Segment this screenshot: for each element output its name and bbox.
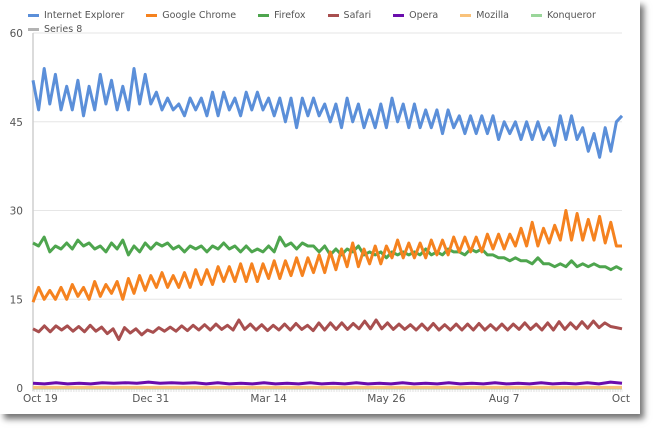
series-line-opera — [32, 380, 623, 386]
legend-item[interactable]: Firefox — [258, 9, 306, 23]
legend-item[interactable]: Konqueror — [530, 9, 596, 23]
legend-label: Safari — [343, 10, 372, 21]
legend-swatch — [460, 14, 472, 17]
x-tick-label: Mar 14 — [250, 393, 287, 405]
x-tick-label: Dec 31 — [132, 393, 169, 405]
x-tick-label: May 26 — [367, 393, 406, 405]
legend-swatch — [258, 14, 270, 17]
x-tick-label: Aug 7 — [489, 393, 520, 405]
legend-item[interactable]: Google Chrome — [146, 9, 236, 23]
chart-card — [0, 0, 640, 414]
legend-swatch — [327, 14, 339, 17]
legend-label: Opera — [409, 10, 439, 21]
legend-label: Firefox — [274, 10, 306, 21]
legend-label: Series 8 — [44, 24, 83, 35]
legend: Internet Explorer Google Chrome Firefox Saf… — [28, 9, 628, 37]
series-line-internet-explorer — [31, 67, 624, 159]
legend-label: Mozilla — [476, 10, 509, 21]
legend-swatch — [28, 14, 39, 17]
x-tick-label: Oct 19 — [23, 393, 58, 405]
legend-label: Google Chrome — [162, 10, 237, 21]
y-tick-label: 0 — [16, 383, 23, 395]
legend-item[interactable]: Internet Explorer — [28, 9, 124, 23]
x-tick-label: Oct — [612, 393, 630, 405]
series-line-safari — [32, 318, 623, 341]
series-line-firefox — [32, 235, 623, 272]
legend-label: Internet Explorer — [44, 10, 125, 21]
y-tick-label: 30 — [10, 206, 23, 218]
y-tick-label: 45 — [10, 117, 23, 129]
y-tick-label: 60 — [10, 28, 23, 40]
legend-swatch — [530, 14, 542, 17]
legend-swatch — [146, 14, 158, 17]
legend-label: Konqueror — [546, 10, 596, 21]
legend-item[interactable]: Series 8 — [28, 23, 82, 37]
y-tick-label: 15 — [10, 294, 23, 306]
series-line-google-chrome — [31, 209, 622, 303]
legend-item[interactable]: Opera — [393, 9, 438, 23]
legend-swatch — [28, 28, 39, 31]
legend-item[interactable]: Safari — [327, 9, 372, 23]
legend-item[interactable]: Mozilla — [460, 9, 509, 23]
legend-swatch — [393, 14, 405, 17]
